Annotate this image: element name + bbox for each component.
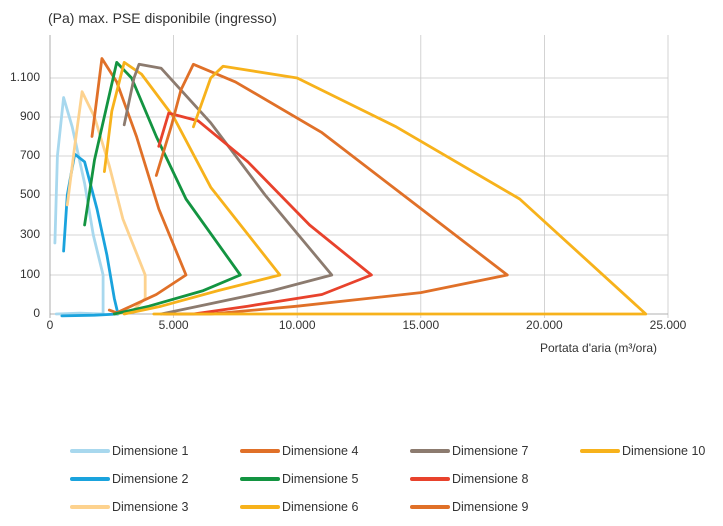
series-line-6	[103, 61, 282, 316]
series-line-7	[122, 62, 334, 316]
legend-item: Dimensione 3	[70, 498, 188, 516]
legend-label: Dimensione 10	[622, 444, 706, 458]
legend-label: Dimensione 4	[282, 444, 359, 458]
legend-label: Dimensione 5	[282, 472, 359, 486]
y-tick-label: 0	[33, 306, 40, 320]
y-tick-label: 900	[19, 109, 40, 123]
y-tick-label: 100	[19, 267, 40, 281]
legend-swatch	[240, 449, 280, 453]
legend-swatch	[580, 449, 620, 453]
legend-item: Dimensione 8	[410, 470, 528, 488]
y-tick-label: 700	[19, 148, 40, 162]
legend-swatch	[70, 477, 110, 481]
series-line-10	[152, 64, 648, 316]
series-line-5	[83, 61, 242, 316]
legend-item: Dimensione 4	[240, 442, 358, 460]
legend-item: Dimensione 1	[70, 442, 188, 460]
y-tick-label: 500	[19, 187, 40, 201]
legend-item: Dimensione 10	[580, 442, 705, 460]
legend-swatch	[410, 505, 450, 509]
legend-item: Dimensione 7	[410, 442, 528, 460]
legend-label: Dimensione 7	[452, 444, 529, 458]
x-tick-label: 15.000	[402, 318, 440, 332]
legend-swatch	[240, 505, 280, 509]
chart-title: (Pa) max. PSE disponibile (ingresso)	[48, 10, 277, 26]
legend-item: Dimensione 5	[240, 470, 358, 488]
y-tick-label: 300	[19, 227, 40, 241]
legend-label: Dimensione 3	[112, 500, 189, 514]
legend-item: Dimensione 2	[70, 470, 188, 488]
legend-swatch	[70, 505, 110, 509]
series-lines	[53, 57, 648, 318]
x-tick-label: 25.000	[649, 318, 687, 332]
series-line-3	[65, 90, 147, 316]
series-line-9	[154, 62, 509, 316]
legend-item: Dimensione 9	[410, 498, 528, 516]
x-tick-label: 10.000	[278, 318, 316, 332]
gridlines	[49, 35, 669, 318]
legend-label: Dimensione 8	[452, 472, 529, 486]
legend-label: Dimensione 1	[112, 444, 189, 458]
legend-swatch	[240, 477, 280, 481]
legend-swatch	[70, 449, 110, 453]
legend-label: Dimensione 9	[452, 500, 529, 514]
series-line-4	[90, 57, 188, 315]
x-tick-label: 5.000	[158, 318, 189, 332]
legend-label: Dimensione 6	[282, 500, 359, 514]
x-tick-label: 0	[46, 318, 54, 332]
series-line-8	[157, 111, 373, 316]
x-axis-label: Portata d'aria (m³/ora)	[540, 341, 657, 355]
legend-item: Dimensione 6	[240, 498, 358, 516]
series-line-1	[53, 96, 105, 316]
legend-swatch	[410, 449, 450, 453]
legend-label: Dimensione 2	[112, 472, 189, 486]
legend-swatch	[410, 477, 450, 481]
y-tick-label: 1.100	[9, 70, 40, 84]
x-tick-label: 20.000	[526, 318, 563, 332]
